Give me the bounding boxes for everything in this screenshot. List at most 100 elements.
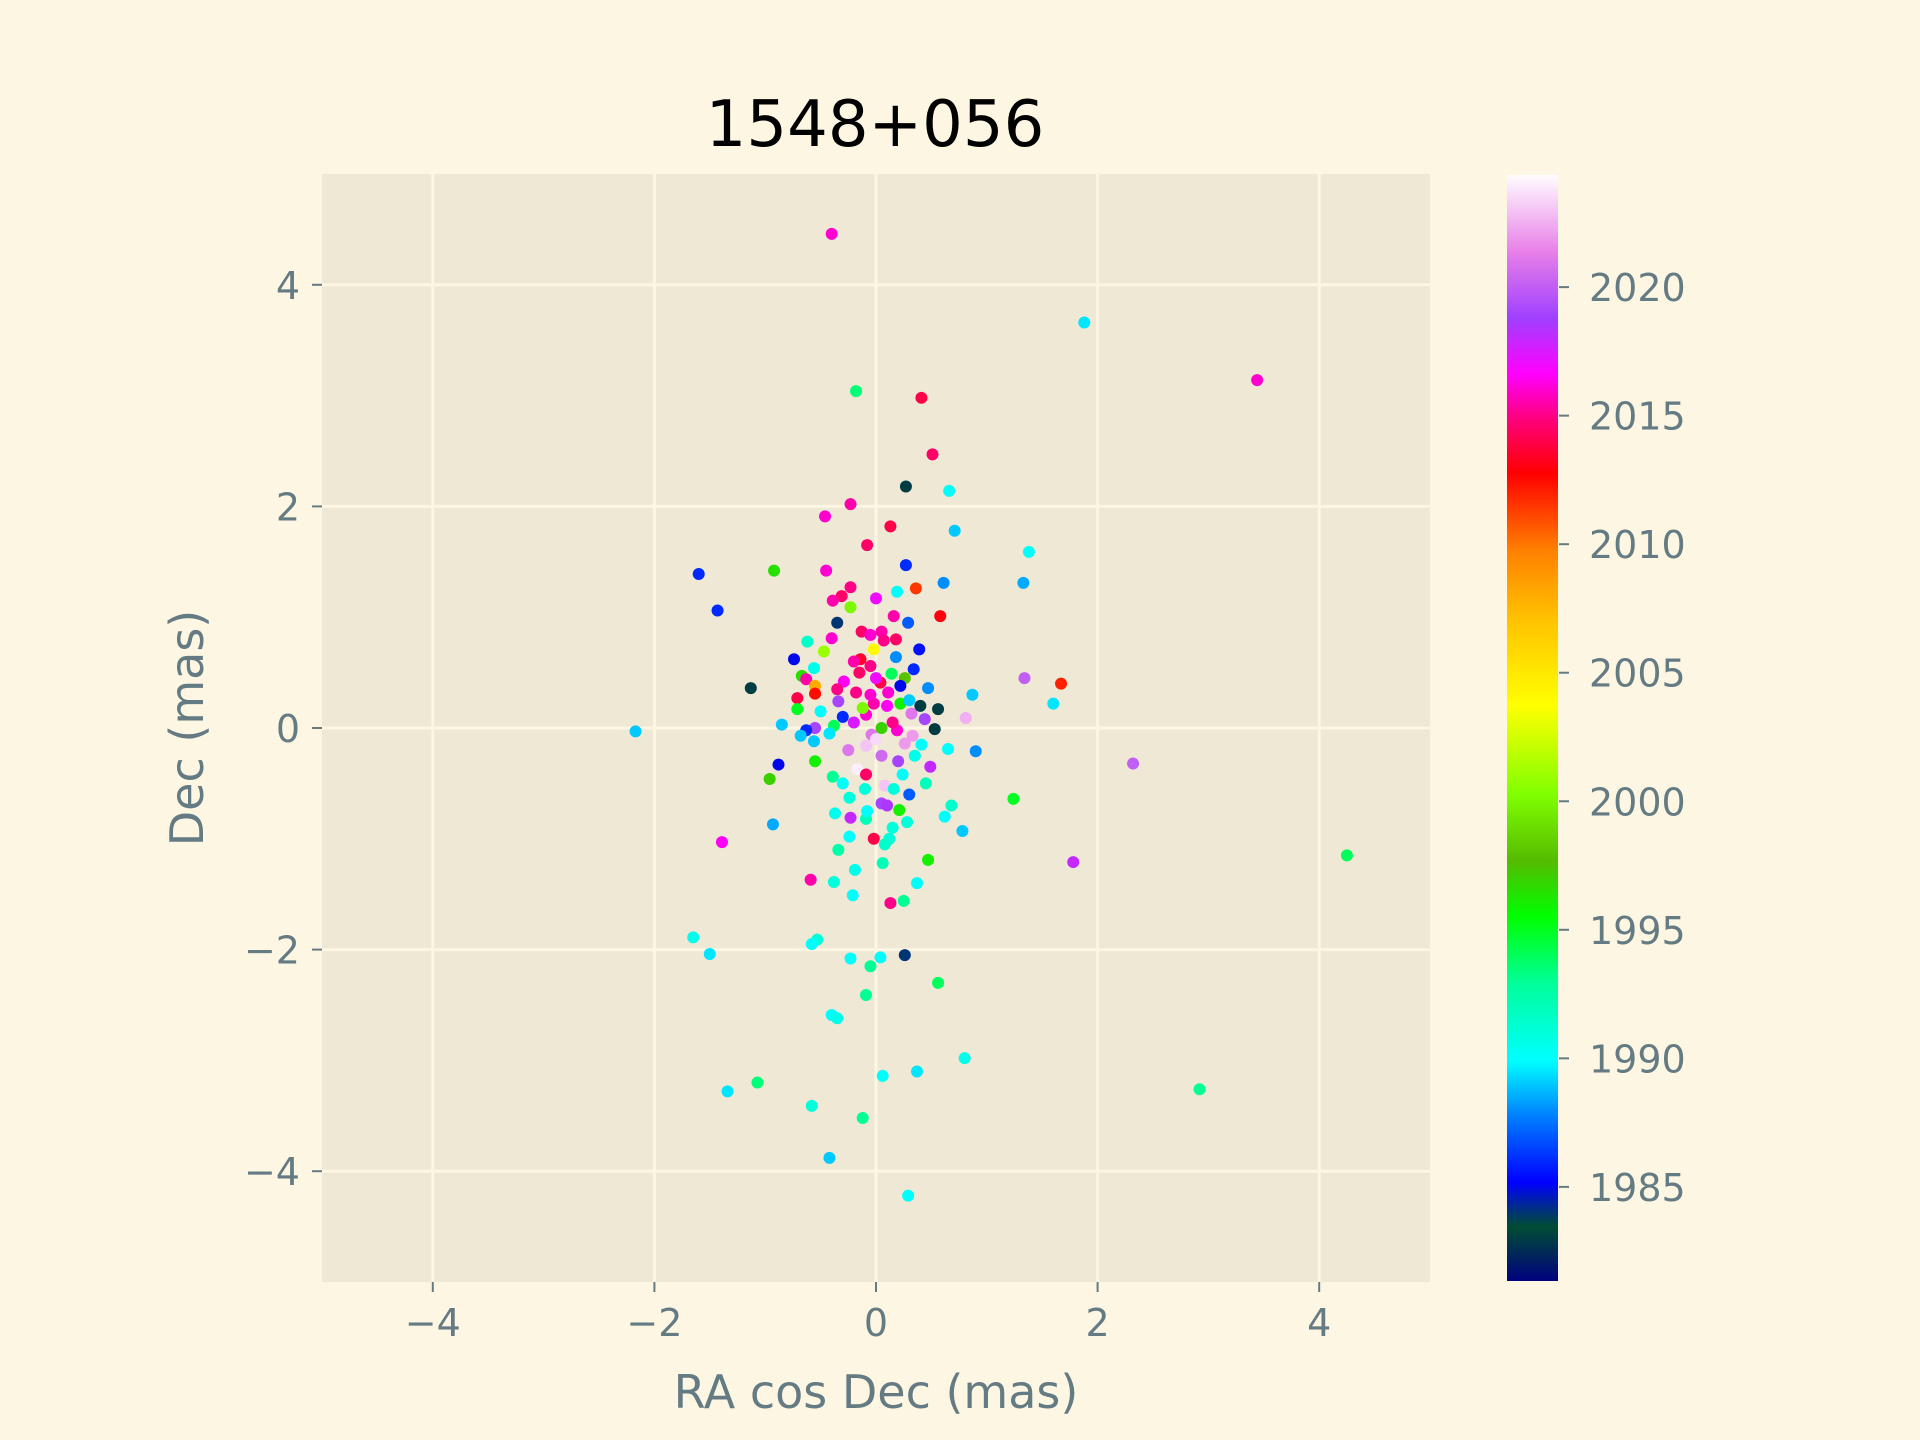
data-point <box>901 816 914 829</box>
data-point <box>892 755 905 768</box>
chart-title: 1548+056 <box>706 88 1045 162</box>
data-point <box>829 807 842 820</box>
data-point <box>884 520 897 533</box>
x-tick-label: −2 <box>626 1301 682 1345</box>
data-point <box>1193 1083 1206 1096</box>
data-point <box>932 976 945 989</box>
data-point <box>825 632 838 645</box>
data-point <box>768 564 781 577</box>
colorbar-tick-label: 1985 <box>1589 1166 1686 1210</box>
data-point <box>823 1151 836 1164</box>
data-point <box>826 594 839 607</box>
data-point <box>889 633 902 646</box>
data-point <box>908 749 921 762</box>
data-point <box>870 592 882 605</box>
data-point <box>867 832 880 845</box>
data-point <box>899 559 912 572</box>
data-point <box>922 682 935 695</box>
data-point <box>909 582 922 595</box>
data-point <box>826 770 839 783</box>
data-point <box>853 666 866 679</box>
data-point <box>861 805 874 818</box>
data-point <box>1022 545 1035 558</box>
data-point <box>807 735 820 748</box>
y-tick-label: 0 <box>276 707 300 751</box>
x-tick-label: 2 <box>1086 1301 1110 1345</box>
data-point <box>915 738 928 751</box>
data-point <box>629 725 642 738</box>
data-point <box>844 498 857 511</box>
data-point <box>864 688 877 701</box>
data-point <box>804 873 817 886</box>
x-axis-label: RA cos Dec (mas) <box>674 1365 1079 1419</box>
data-point <box>772 758 785 771</box>
y-tick-label: −4 <box>244 1150 300 1194</box>
data-point <box>958 1052 971 1065</box>
data-point <box>956 825 969 838</box>
data-point <box>896 768 909 781</box>
data-point <box>1018 672 1031 685</box>
data-point <box>881 799 894 812</box>
data-point <box>794 729 807 742</box>
data-point <box>715 836 728 849</box>
data-point <box>836 710 849 723</box>
data-point <box>1078 316 1091 329</box>
data-point <box>1340 849 1353 862</box>
data-point <box>913 643 926 656</box>
x-axis: −4 −2 0 2 4 <box>405 1282 1331 1345</box>
x-tick-label: 0 <box>864 1301 888 1345</box>
data-point <box>842 744 855 757</box>
data-point <box>744 682 757 695</box>
data-point <box>1055 677 1068 690</box>
data-point <box>817 645 830 658</box>
data-point <box>823 727 836 740</box>
data-point <box>906 729 919 742</box>
colorbar-tick-label: 2005 <box>1589 652 1686 696</box>
data-point <box>902 616 915 629</box>
data-point <box>875 749 888 762</box>
data-point <box>907 663 920 676</box>
y-tick-label: 4 <box>276 264 300 308</box>
data-point <box>875 722 888 734</box>
data-point <box>899 480 912 493</box>
data-point <box>847 716 860 729</box>
x-tick-label: 4 <box>1307 1301 1331 1345</box>
data-point <box>1047 697 1060 710</box>
data-point <box>788 653 801 666</box>
data-point <box>876 1069 889 1082</box>
data-point <box>876 857 889 870</box>
data-point <box>878 838 891 851</box>
data-point <box>703 948 716 961</box>
y-tick-label: −2 <box>244 929 300 973</box>
data-point <box>850 686 863 699</box>
data-point <box>825 227 838 240</box>
data-point <box>814 705 827 718</box>
data-point <box>835 590 848 603</box>
data-point <box>843 830 856 843</box>
x-tick-label: −4 <box>405 1301 461 1345</box>
data-point <box>966 688 979 701</box>
data-point <box>860 989 873 1002</box>
data-point <box>881 699 894 712</box>
data-point <box>851 762 864 775</box>
data-point <box>692 567 705 580</box>
data-point <box>844 811 857 824</box>
data-point <box>819 510 832 523</box>
data-point <box>938 810 951 823</box>
data-point <box>905 707 918 720</box>
data-point <box>831 683 844 696</box>
data-point <box>864 960 877 973</box>
data-point <box>831 616 844 629</box>
data-point <box>846 889 859 902</box>
data-point <box>870 672 882 685</box>
data-point <box>910 1065 923 1078</box>
data-point <box>867 643 880 656</box>
data-point <box>832 695 845 708</box>
colorbar-axis: 1985 1990 1995 2000 2005 2010 2015 2020 <box>1559 266 1686 1210</box>
data-point <box>864 628 877 641</box>
data-point <box>945 799 958 812</box>
y-tick-label: 2 <box>276 485 300 529</box>
data-point <box>775 718 788 731</box>
data-point <box>874 951 887 964</box>
data-point <box>870 733 882 746</box>
